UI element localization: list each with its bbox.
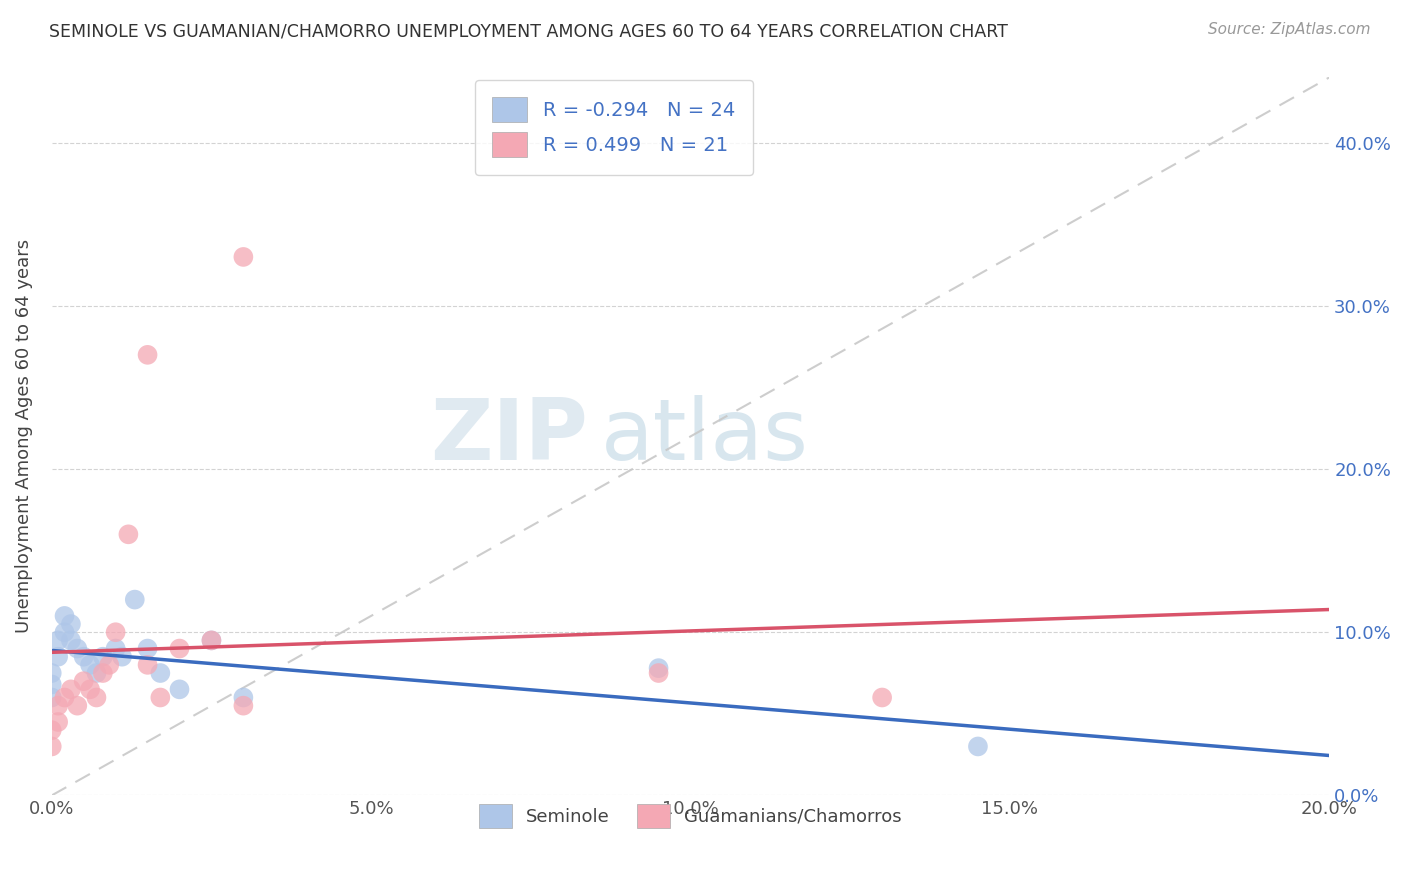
Point [232,698,254,713]
Point [647,661,669,675]
Point [53,608,76,623]
Point [86,666,108,681]
Point [46,633,69,648]
Point [136,641,159,656]
Text: SEMINOLE VS GUAMANIAN/CHAMORRO UNEMPLOYMENT AMONG AGES 60 TO 64 YEARS CORRELATIO: SEMINOLE VS GUAMANIAN/CHAMORRO UNEMPLOYM… [49,22,1008,40]
Point [59,617,82,632]
Point [232,250,254,264]
Point [46,698,69,713]
Point [149,690,172,705]
Point [967,739,990,754]
Point [91,666,114,681]
Point [46,714,69,729]
Point [169,641,191,656]
Point [111,649,134,664]
Point [53,690,76,705]
Text: Source: ZipAtlas.com: Source: ZipAtlas.com [1208,22,1371,37]
Point [200,633,222,648]
Y-axis label: Unemployment Among Ages 60 to 64 years: Unemployment Among Ages 60 to 64 years [15,239,32,633]
Point [41,666,63,681]
Point [41,690,63,705]
Point [200,633,222,648]
Point [149,666,172,681]
Point [136,348,159,362]
Text: atlas: atlas [602,395,808,478]
Point [41,723,63,738]
Point [79,682,101,697]
Point [136,657,159,672]
Point [104,625,127,640]
Point [41,677,63,691]
Text: ZIP: ZIP [430,395,588,478]
Point [66,641,89,656]
Point [59,633,82,648]
Point [86,690,108,705]
Legend: Seminole, Guamanians/Chamorros: Seminole, Guamanians/Chamorros [463,789,918,844]
Point [104,641,127,656]
Point [46,649,69,664]
Point [232,690,254,705]
Point [73,649,96,664]
Point [647,666,669,681]
Point [98,657,121,672]
Point [91,649,114,664]
Point [870,690,893,705]
Point [169,682,191,697]
Point [66,698,89,713]
Point [117,527,139,541]
Point [59,682,82,697]
Point [79,657,101,672]
Point [124,592,146,607]
Point [41,739,63,754]
Point [53,625,76,640]
Point [73,674,96,689]
